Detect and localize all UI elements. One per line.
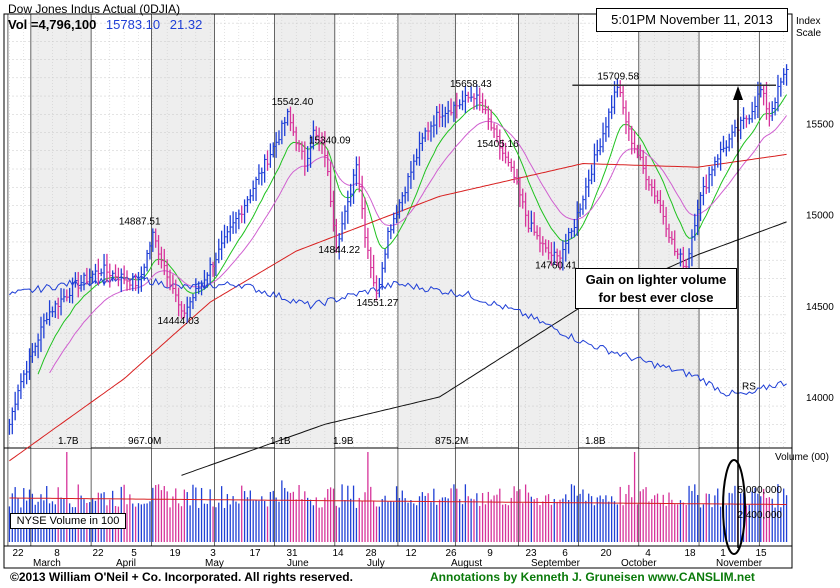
price-tick-label: 15000 [806,211,834,222]
grid-lines [7,14,788,546]
month-shade [518,15,579,448]
date-tick-label: 20 [600,548,612,559]
volume-readout: Vol =4,796,100 15783.10 21.32 [8,17,202,32]
timestamp-box: 5:01PM November 11, 2013 [596,8,788,32]
price-label: 15340.09 [309,135,351,146]
price-label: 14444.03 [157,316,199,327]
date-tick-label: 31 [286,548,298,559]
chart-labels: 14000145001500015500RS15542.4015340.0914… [12,72,834,569]
volume-average [9,497,787,505]
month-shade [30,15,92,448]
rs-label: RS [742,382,756,393]
date-tick-label: 14 [332,548,344,559]
annotation-box: Gain on lighter volume for best ever clo… [575,268,737,309]
month-label: October [621,558,657,569]
date-tick-label: 8 [54,548,60,559]
annotation-line-2: for best ever close [598,290,714,305]
month-label: March [33,558,61,569]
date-tick-label: 18 [684,548,696,559]
price-bars [8,64,789,435]
month-shade [397,15,456,448]
date-tick-label: 3 [210,548,216,559]
month-label: June [287,558,309,569]
month-label: November [716,558,763,569]
price-label: 14844.22 [318,245,360,256]
volume-label: 875.2M [435,436,468,447]
price-label: 14887.51 [119,217,161,228]
month-label: August [451,558,482,569]
date-tick-label: 28 [365,548,377,559]
month-label: April [116,558,136,569]
ma-short-green [37,94,788,375]
date-tick-label: 5 [131,548,137,559]
date-tick-label: 22 [92,548,104,559]
price-label: 15658.43 [450,79,492,90]
volume-label: 1.8B [585,436,606,447]
volume-highlight-ellipse [722,459,746,555]
date-tick-label: 19 [169,548,181,559]
month-shade [274,15,335,448]
volume-value: Vol =4,796,100 [8,17,97,32]
month-label: May [205,558,224,569]
scale-label-1: Index [796,16,821,27]
date-tick-label: 12 [405,548,417,559]
price-change: 21.32 [169,17,203,32]
scale-label-2: Scale [796,28,822,39]
price-tick-label: 14000 [806,393,834,404]
date-tick-label: 22 [12,548,24,559]
price-tick-label: 15500 [806,119,834,130]
ma-red [9,153,787,462]
date-tick-label: 26 [445,548,457,559]
volume-box-label: NYSE Volume in 100 [10,513,126,529]
last-price: 15783.10 [105,17,161,32]
date-tick-label: 6 [562,548,568,559]
annotation-line-1: Gain on lighter volume [585,272,727,287]
price-label: 15709.58 [597,72,639,83]
date-tick-label: 4 [645,548,651,559]
date-tick-label: 17 [249,548,261,559]
volume-tick-label: 5,000,000 [738,485,783,496]
ma-medium-magenta [49,115,788,374]
month-label: July [367,558,385,569]
month-shade [151,15,215,448]
price-label: 14551.27 [356,298,398,309]
index-scale-label: Index Scale [796,16,821,40]
volume-label: 1.9B [333,436,354,447]
price-label: 15405.16 [477,139,519,150]
date-tick-label: 15 [755,548,767,559]
volume-units-label: Volume (00) [775,452,829,463]
volume-label: 1.7B [58,436,79,447]
price-label: 15542.40 [272,97,314,108]
price-tick-label: 14500 [806,302,834,313]
copyright-text: ©2013 William O'Neil + Co. Incorporated.… [10,570,353,584]
month-label: September [531,558,581,569]
volume-tick-label: 2,400,000 [738,510,783,521]
date-tick-label: 9 [487,548,493,559]
volume-label: 1.1B [270,436,291,447]
volume-label: 967.0M [128,436,161,447]
date-tick-label: 1 [720,548,726,559]
annotation-credit: Annotations by Kenneth J. Gruneisen www.… [430,570,755,584]
date-tick-label: 23 [525,548,537,559]
chart-title: Dow Jones Indus Actual (0DJIA) [8,2,181,16]
annotation-arrow-head [733,86,743,100]
price-label: 14760.41 [535,260,577,271]
annotation-markers [572,84,776,555]
